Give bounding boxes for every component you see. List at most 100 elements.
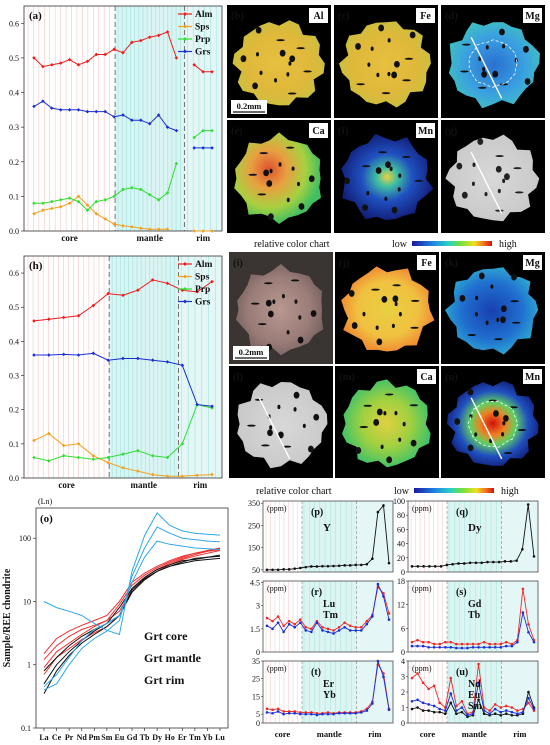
data-point-prp: [192, 135, 196, 140]
trace-point: [287, 711, 291, 715]
inclusion: [410, 439, 417, 447]
trace-point: [287, 622, 291, 626]
zone-label-core: core: [61, 233, 77, 243]
element-tag-label: Ca: [420, 372, 432, 383]
trace-point: [359, 563, 363, 567]
legend-marker: [183, 274, 187, 279]
inclusion: [475, 295, 479, 301]
y-tick-label: 250: [248, 521, 260, 530]
trace-point: [466, 646, 469, 650]
x-tick-label: Sm: [101, 733, 112, 742]
inclusion: [363, 404, 373, 407]
trace-point: [499, 645, 503, 649]
plot-frame: [35, 507, 229, 729]
element-tag-label: Al: [314, 11, 324, 22]
legend-label: Grt rim: [144, 673, 184, 687]
inclusion: [474, 312, 478, 317]
data-point-sps: [165, 227, 170, 232]
trace-point: [526, 503, 530, 506]
data-point-prp: [32, 455, 36, 460]
inclusion: [287, 92, 297, 95]
trace-point: [492, 560, 495, 564]
trace-point: [410, 565, 414, 568]
panel-label: (o): [40, 513, 53, 525]
inclusion: [514, 191, 524, 194]
trace-point: [449, 676, 453, 680]
data-point-alm: [174, 56, 179, 60]
y-tick-label: 0.5: [9, 303, 19, 312]
trace-point: [371, 557, 374, 560]
inclusion: [248, 173, 258, 176]
inclusion: [502, 43, 506, 49]
trace-point: [438, 707, 442, 711]
trace-point: [326, 564, 330, 568]
legend-label-prp: Prp: [195, 285, 210, 295]
inclusion: [265, 299, 272, 307]
data-point-alm: [76, 313, 81, 318]
inclusion: [398, 311, 402, 317]
trace-point: [293, 622, 297, 626]
trace-point: [457, 562, 460, 565]
trace-point: [410, 676, 414, 680]
data-point-alm: [91, 303, 96, 308]
inclusion: [383, 411, 387, 416]
y-tick-label: 0.2: [9, 158, 19, 167]
garnet-grain: [237, 382, 328, 469]
trace-point: [462, 562, 466, 565]
zone-label-mantle: mantle: [317, 729, 342, 739]
zone-label-core: core: [420, 729, 436, 739]
data-point-grs: [180, 363, 185, 368]
inclusion: [282, 445, 292, 448]
trace-point: [427, 687, 430, 691]
trace-point: [382, 675, 385, 679]
data-point-sps: [112, 222, 116, 226]
inclusion: [310, 310, 317, 317]
data-point-grs: [210, 146, 214, 150]
trace-point: [332, 712, 335, 716]
trace-point: [315, 713, 319, 717]
data-point-sps: [192, 229, 196, 233]
inclusion: [509, 406, 518, 409]
garnet-grain: [448, 22, 540, 109]
inclusion: [302, 423, 306, 429]
legend-marker: [183, 299, 187, 304]
panel-label: (p): [311, 507, 323, 518]
data-point-prp: [112, 194, 116, 199]
inclusion: [384, 393, 394, 396]
trace-line: [412, 504, 535, 567]
y-tick-label: 25: [252, 675, 260, 684]
trace-point: [265, 624, 269, 628]
trace-point: [387, 561, 391, 565]
data-point-grs: [165, 360, 170, 364]
trace-point: [271, 711, 274, 715]
trace-point: [427, 645, 430, 649]
element-tag-label: Ca: [312, 126, 324, 137]
inclusion: [503, 452, 513, 455]
trace-point: [527, 623, 530, 626]
data-point-prp: [201, 128, 205, 133]
trace-point: [410, 640, 414, 644]
panel-label: (s): [456, 587, 467, 598]
data-point-grs: [61, 352, 66, 357]
unit-label: (ppm): [412, 504, 432, 513]
trace-point: [348, 564, 352, 567]
data-point-sps: [94, 211, 99, 216]
trace-point: [376, 582, 380, 586]
trace-point: [321, 564, 324, 568]
inclusion: [291, 166, 295, 171]
trace-point: [433, 565, 437, 568]
data-point-prp: [67, 196, 72, 200]
data-point-alm: [112, 47, 116, 52]
element-tag: [523, 255, 542, 270]
trace-point: [337, 711, 341, 715]
y-tick-label: 0.1: [9, 192, 19, 201]
inclusion: [380, 444, 384, 450]
trace-point: [326, 712, 330, 716]
trace-point: [504, 709, 508, 712]
data-point-alm: [130, 40, 134, 45]
trace-point: [504, 712, 508, 715]
element-tag: [309, 8, 328, 23]
inclusion: [371, 288, 380, 291]
data-point-prp: [130, 185, 134, 190]
